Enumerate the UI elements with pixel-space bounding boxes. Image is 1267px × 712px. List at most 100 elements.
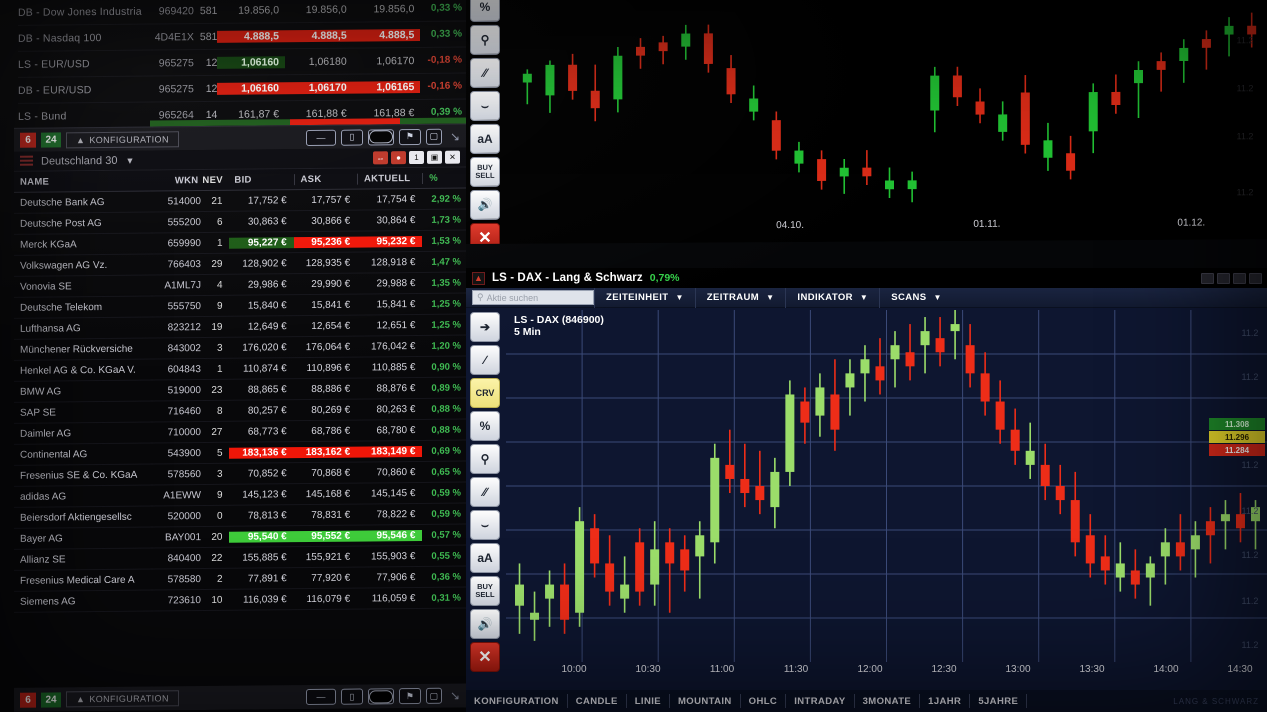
cell-bid: 155,885 € xyxy=(242,551,287,564)
upper-chart-toolbar: % ⚲ ∕∕ ⌣ aA BUY SELL 🔊 ✕ xyxy=(470,0,506,245)
cell-ask: 78,831 € xyxy=(311,509,351,521)
toggle-switch[interactable] xyxy=(367,128,394,145)
resize-handle-icon-bottom[interactable]: ↘ xyxy=(449,688,460,703)
line-icon[interactable]: ∕ xyxy=(470,345,500,375)
footer-item[interactable]: OHLC xyxy=(741,694,787,708)
lower-series-label-group: LS - DAX (846900) 5 Min xyxy=(514,314,604,338)
connection-count-badge-bottom[interactable]: 24 xyxy=(41,691,61,708)
menu-scans[interactable]: SCANS ▼ xyxy=(879,287,953,308)
toggle-switch-bottom[interactable] xyxy=(367,688,394,705)
close-icon[interactable]: ✕ xyxy=(470,222,500,245)
alert-count-badge[interactable]: 6 xyxy=(20,132,36,148)
cursor-icon[interactable]: ➔ xyxy=(470,312,500,342)
bell-icon[interactable]: ● xyxy=(391,151,406,165)
mobile-icon-bottom[interactable]: ▢ xyxy=(425,687,442,704)
curve-icon[interactable]: ⌣ xyxy=(470,510,500,540)
flag-icon-bottom[interactable]: ⚑ xyxy=(398,687,421,705)
footer-item[interactable]: 3MONATE xyxy=(855,694,921,708)
link-icon[interactable]: ↔ xyxy=(373,151,388,165)
footer-item[interactable]: 1JAHR xyxy=(920,694,971,708)
cell-nev: 23 xyxy=(211,384,223,396)
lower-y-tick: 11.2 xyxy=(1241,328,1262,338)
buy-sell-icon[interactable]: BUY SELL xyxy=(470,156,500,187)
alert-count-badge-bottom[interactable]: 6 xyxy=(20,692,36,708)
footer-item[interactable]: INTRADAY xyxy=(786,694,855,708)
toggle-pill[interactable] xyxy=(368,130,393,144)
cell-ask: 17,757 € xyxy=(311,194,351,206)
text-size-icon[interactable]: aA xyxy=(470,123,500,154)
konfiguration-label-bottom: KONFIGURATION xyxy=(89,693,169,705)
percent-icon[interactable]: % xyxy=(470,411,500,441)
footer-item[interactable]: KONFIGURATION xyxy=(466,694,568,708)
menu-zeiteinheit[interactable]: ZEITEINHEIT ▼ xyxy=(594,287,695,308)
buy-sell-icon[interactable]: BUY SELL xyxy=(470,576,500,606)
menu-indikator[interactable]: INDIKATOR ▼ xyxy=(785,287,879,308)
col-ask[interactable]: ASK xyxy=(293,173,357,185)
restore-button[interactable]: ▯ xyxy=(340,129,363,146)
cell-name: Continental AG xyxy=(20,448,88,461)
minimize-icon[interactable] xyxy=(1201,272,1214,284)
restore-window-icon[interactable]: ▣ xyxy=(427,150,442,164)
flag-icon[interactable]: ⚑ xyxy=(398,128,421,145)
lower-chart-window: ▲ LS - DAX - Lang & Schwarz 0,79% ⚲ Akti… xyxy=(466,268,1267,712)
connection-count-badge[interactable]: 24 xyxy=(41,132,61,148)
maximize-icon[interactable] xyxy=(1217,272,1230,284)
text-size-icon[interactable]: aA xyxy=(470,543,500,573)
menu-zeitraum-label: ZEITRAUM xyxy=(706,292,760,303)
konfiguration-button-bottom[interactable]: ▲ KONFIGURATION xyxy=(66,690,179,708)
lower-candlestick-chart[interactable] xyxy=(506,310,1267,662)
cell-nev: 3 xyxy=(216,468,223,480)
col-nev[interactable]: NEV xyxy=(202,174,223,186)
cell-wkn: 710000 xyxy=(167,426,201,438)
menu-icon[interactable] xyxy=(20,155,33,167)
col-percent[interactable]: % xyxy=(422,172,466,184)
quote-percent: 0,39 % xyxy=(430,106,462,118)
konfiguration-label: KONFIGURATION xyxy=(89,133,169,145)
cell-percent: 0,59 % xyxy=(431,508,461,520)
close-window-icon[interactable] xyxy=(1249,272,1262,284)
crv-icon[interactable]: CRV xyxy=(470,378,500,408)
mobile-icon[interactable]: ▢ xyxy=(425,128,442,145)
footer-item[interactable]: MOUNTAIN xyxy=(670,694,741,708)
magnifier-icon[interactable]: ⚲ xyxy=(470,444,500,474)
toggle-pill-bottom[interactable] xyxy=(368,689,393,703)
col-name[interactable]: NAME xyxy=(20,176,50,188)
chevron-down-icon[interactable]: ▼ xyxy=(125,155,135,166)
resize-handle-icon[interactable]: ↘ xyxy=(449,129,460,144)
restore-button-bottom[interactable]: ▯ xyxy=(340,688,363,705)
minimize-button-bottom[interactable]: — xyxy=(305,688,336,706)
parallel-lines-icon[interactable]: ∕∕ xyxy=(470,477,500,507)
table-row[interactable]: Siemens AG 723610 10 116,039 € 116,079 € 116,… xyxy=(14,587,466,613)
footer-item[interactable]: 5JAHRE xyxy=(970,694,1028,708)
cell-nev: 27 xyxy=(211,426,223,438)
cell-wkn: 519000 xyxy=(167,384,201,396)
cell-wkn: 823212 xyxy=(167,321,201,333)
footer-item[interactable]: LINIE xyxy=(627,694,670,708)
cell-bid: 95,540 € xyxy=(228,530,294,543)
col-bid[interactable]: BID xyxy=(234,174,252,186)
speaker-icon[interactable]: 🔊 xyxy=(470,189,500,220)
restore-icon[interactable] xyxy=(1233,272,1246,284)
col-aktuell[interactable]: AKTUELL xyxy=(356,172,423,185)
quote-wkn: 4D4E1X xyxy=(154,30,194,44)
close-icon[interactable]: ✕ xyxy=(445,150,460,164)
close-icon[interactable]: ✕ xyxy=(470,642,500,672)
watchlist-name[interactable]: Deutschland 30 xyxy=(41,154,118,168)
lower-x-tick: 13:00 xyxy=(1005,664,1031,675)
konfiguration-button[interactable]: ▲ KONFIGURATION xyxy=(66,130,179,148)
search-input[interactable]: ⚲ Aktie suchen xyxy=(472,290,594,305)
minimize-button[interactable]: — xyxy=(305,129,336,146)
speaker-icon[interactable]: 🔊 xyxy=(470,609,500,639)
cell-wkn: 555200 xyxy=(167,216,201,228)
col-wkn[interactable]: WKN xyxy=(174,174,199,186)
magnifier-icon[interactable]: ⚲ xyxy=(470,24,500,55)
footer-item[interactable]: CANDLE xyxy=(568,694,627,708)
cell-aktuell: 95,232 € xyxy=(357,235,423,248)
page-number-badge[interactable]: 1 xyxy=(409,150,424,165)
upper-candlestick-chart[interactable] xyxy=(510,0,1267,218)
cell-bid: 29,986 € xyxy=(247,278,287,291)
percent-icon[interactable]: % xyxy=(470,0,500,22)
menu-zeitraum[interactable]: ZEITRAUM ▼ xyxy=(694,287,786,308)
parallel-lines-icon[interactable]: ∕∕ xyxy=(470,57,500,88)
curve-icon[interactable]: ⌣ xyxy=(470,90,500,121)
